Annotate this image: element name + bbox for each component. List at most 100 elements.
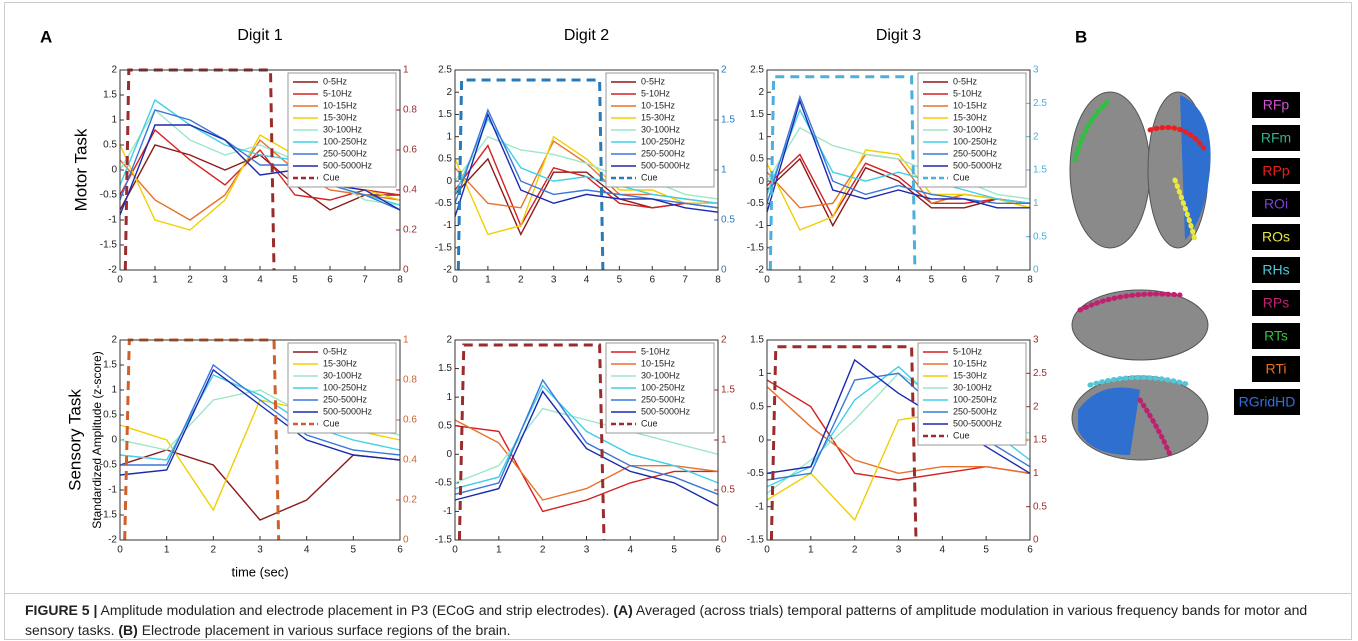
x-tick-label: 6 xyxy=(961,275,967,286)
legend-label: 100-250Hz xyxy=(323,382,368,392)
series-line xyxy=(119,124,401,216)
y-tick-label: 0.5 xyxy=(438,154,452,165)
y-tick-label: -1.5 xyxy=(100,510,118,521)
legend-label: 30-100Hz xyxy=(323,124,363,134)
region-box xyxy=(1252,224,1300,250)
y2-tick-label: 3 xyxy=(1033,65,1039,76)
x-tick-label: 1 xyxy=(152,275,158,286)
x-tick-label: 1 xyxy=(496,545,502,556)
y-axis-label: Standardized Amplitude (z-score) xyxy=(90,351,104,528)
legend-label: 100-250Hz xyxy=(953,136,998,146)
y-tick-label: -1.5 xyxy=(100,240,118,251)
region-label: ROi xyxy=(1264,196,1288,212)
y2-tick-label: 0.6 xyxy=(403,145,417,156)
plot-frame xyxy=(119,339,401,541)
legend-label: 15-30Hz xyxy=(323,358,358,368)
series-line xyxy=(119,368,401,476)
panel-label: A xyxy=(40,27,52,46)
y-tick-label: 1.5 xyxy=(103,90,117,101)
x-tick-label: 7 xyxy=(682,275,688,286)
x-tick-label: 7 xyxy=(994,275,1000,286)
region-box xyxy=(1252,323,1300,349)
cue-line xyxy=(769,345,918,541)
chart: -1.5 -1 -0.5 0 0.5 1 1.5 2 0 0.5 1 1.5 2 0 1 2 3 4 5 6 5-10H… xyxy=(435,335,736,556)
electrode-strip xyxy=(1072,97,1113,163)
y-tick-label: 1 xyxy=(446,392,452,403)
y-tick-label: -0.5 xyxy=(435,198,453,209)
x-tick-label: 3 xyxy=(551,275,557,286)
figure-svg: A B Motor Task Sensory Task RFp RFm RPp ROi… xyxy=(40,27,1300,580)
legend-label: 5-10Hz xyxy=(641,346,671,356)
y-tick-label: -1 xyxy=(755,220,764,231)
y-tick-label: -2 xyxy=(755,265,764,276)
x-tick-label: 8 xyxy=(715,275,721,286)
y-tick-label: 0.5 xyxy=(750,154,764,165)
y2-tick-label: 0.2 xyxy=(403,225,417,236)
region-box xyxy=(1252,125,1300,151)
legend-label: 10-15Hz xyxy=(641,100,676,110)
y-tick-label: -0.5 xyxy=(100,190,118,201)
x-tick-label: 5 xyxy=(671,545,677,556)
legend-label: 0-5Hz xyxy=(323,76,348,86)
x-tick-label: 1 xyxy=(164,545,170,556)
plot-frame xyxy=(766,339,1031,541)
caption: FIGURE 5 | Amplitude modulation and elec… xyxy=(4,594,1352,640)
y-tick-label: 0.5 xyxy=(750,401,764,412)
series-line xyxy=(766,386,1031,475)
legend-label: 100-250Hz xyxy=(323,136,368,146)
y2-tick-label: 1 xyxy=(403,335,409,346)
legend-label: 5-10Hz xyxy=(641,88,671,98)
y-tick-label: 0 xyxy=(758,176,764,187)
plot-frame xyxy=(119,69,401,271)
x-tick-label: 1 xyxy=(808,545,814,556)
y-tick-label: -1 xyxy=(108,215,117,226)
caption-text: Averaged (across trials) temporal patter… xyxy=(25,602,1308,638)
region-box xyxy=(1252,290,1300,316)
x-tick-label: 8 xyxy=(1027,275,1033,286)
x-tick-label: 4 xyxy=(940,545,946,556)
y2-tick-label: 2 xyxy=(721,65,727,76)
series-line xyxy=(454,407,719,484)
brain-lateral xyxy=(1071,289,1209,361)
legend-label: 15-30Hz xyxy=(953,112,988,122)
y-tick-label: 0 xyxy=(758,435,764,446)
region-legend: RFp RFm RPp ROi ROs RHs RPs RTs RTi RGridHD xyxy=(1234,92,1300,415)
y-tick-label: -0.5 xyxy=(747,468,765,479)
y-tick-label: 2 xyxy=(446,87,452,98)
series-line xyxy=(766,126,1031,200)
y2-tick-label: 3 xyxy=(1033,335,1039,346)
x-tick-label: 2 xyxy=(211,545,217,556)
series-line xyxy=(766,358,1031,474)
y-tick-label: -1.5 xyxy=(435,535,453,546)
y-tick-label: 1 xyxy=(111,385,117,396)
series-line xyxy=(119,374,401,461)
series-line xyxy=(454,135,718,236)
chart: Standardized Amplitude (z-score) time (se… xyxy=(90,335,417,580)
legend-label: 250-500Hz xyxy=(953,148,998,158)
y-tick-label: 2 xyxy=(111,335,117,346)
region-label: RTi xyxy=(1266,361,1287,377)
y2-tick-label: 1.5 xyxy=(721,385,735,396)
x-tick-label: 5 xyxy=(292,275,298,286)
y-tick-label: 1.5 xyxy=(750,109,764,120)
x-tick-label: 5 xyxy=(351,545,357,556)
y2-tick-label: 2 xyxy=(1033,401,1039,412)
legend-label: 10-15Hz xyxy=(323,100,358,110)
y2-tick-label: 0 xyxy=(1033,535,1039,546)
y2-tick-label: 0.5 xyxy=(721,485,735,496)
region-label: RFm xyxy=(1261,130,1291,146)
x-tick-label: 0 xyxy=(117,545,123,556)
x-tick-label: 0 xyxy=(452,545,458,556)
x-tick-label: 5 xyxy=(929,275,935,286)
region-label: RGridHD xyxy=(1239,394,1296,410)
legend-label: 500-5000Hz xyxy=(641,160,691,170)
chart: Digit 2 -2 -1.5 -1 -0.5 0 0.5 1 1.5 2 2.5 0 0.5 1 1.5 2… xyxy=(435,27,736,285)
y-tick-label: 0 xyxy=(446,449,452,460)
legend-label: 5-10Hz xyxy=(953,346,983,356)
y-tick-label: -0.5 xyxy=(747,198,765,209)
grid-electrodes xyxy=(1078,387,1140,455)
x-tick-label: 2 xyxy=(187,275,193,286)
y-tick-label: 1 xyxy=(446,131,452,142)
y2-tick-label: 2.5 xyxy=(1033,368,1047,379)
